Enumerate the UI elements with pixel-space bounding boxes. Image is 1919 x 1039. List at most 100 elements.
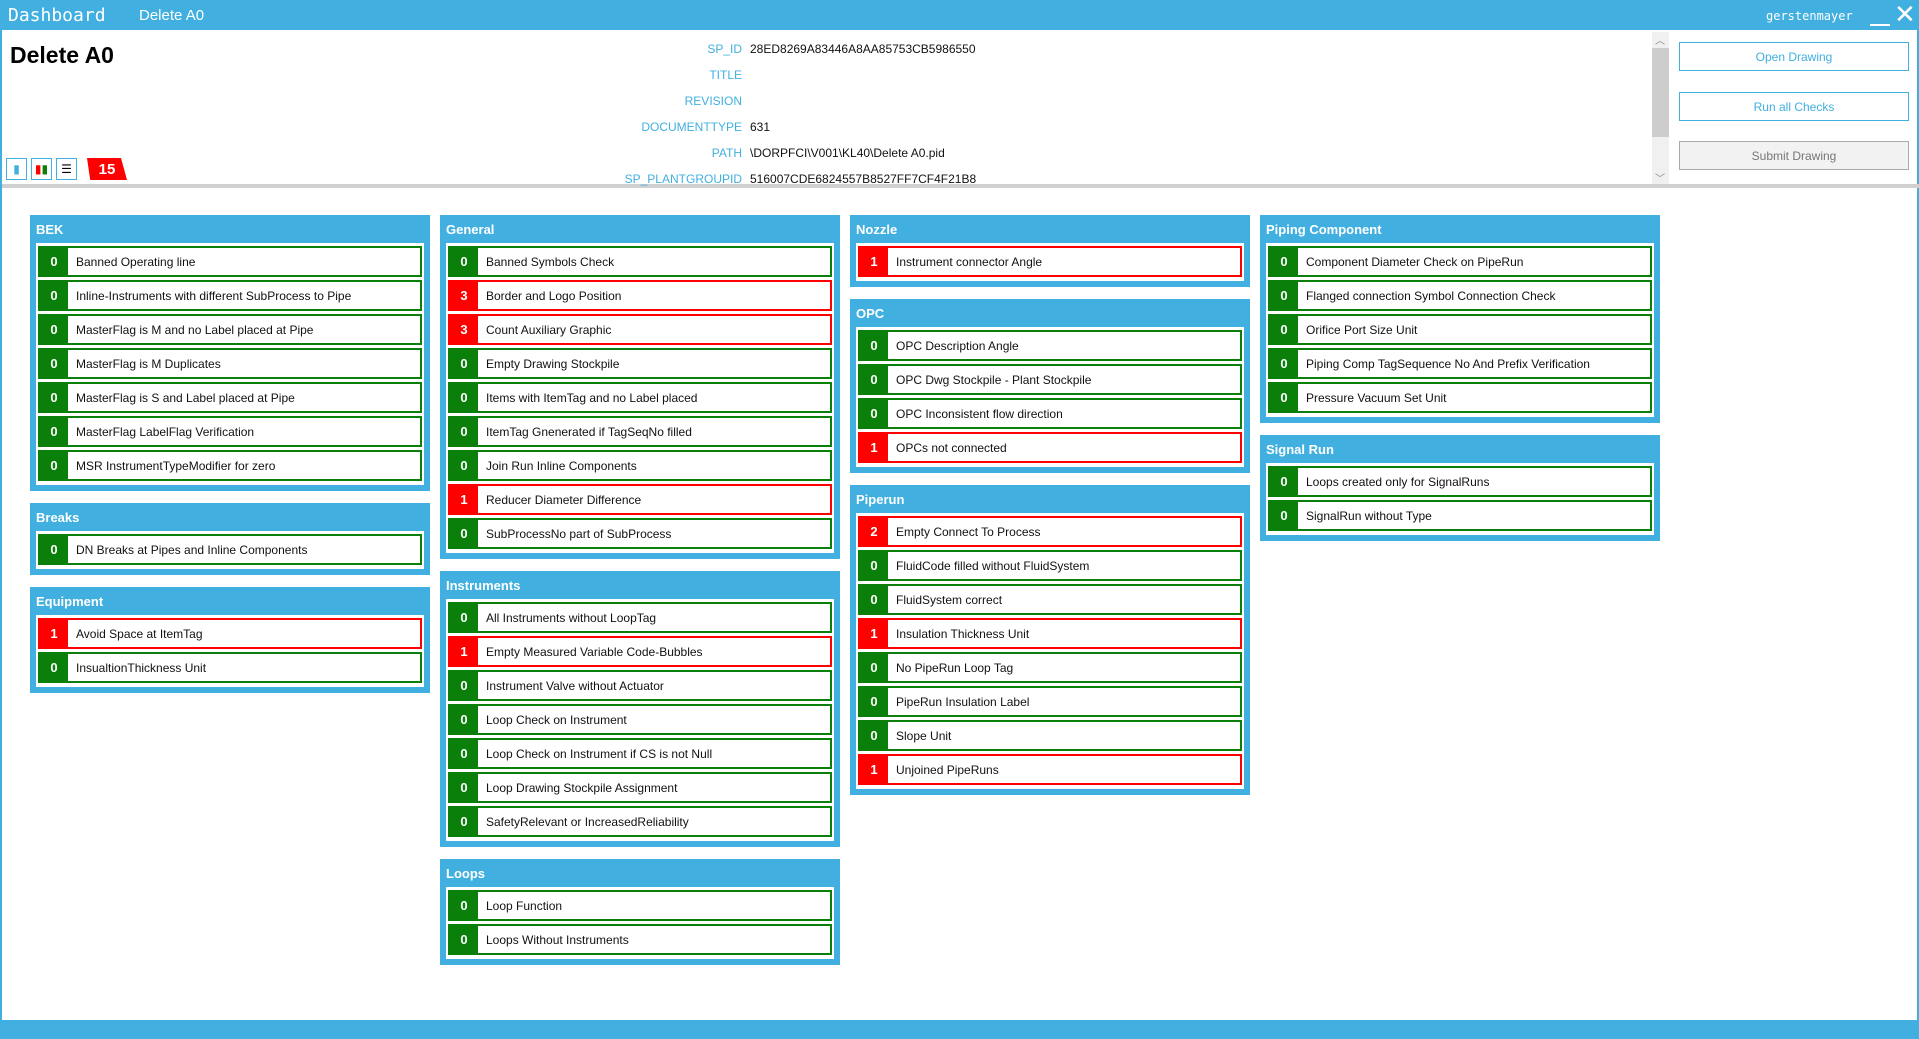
check-item[interactable]: 0 Inline-Instruments with different SubPr… <box>38 280 422 311</box>
check-item[interactable]: 0 OPC Description Angle <box>858 330 1242 361</box>
open-drawing-button[interactable]: Open Drawing <box>1679 42 1909 71</box>
check-item[interactable]: 1 OPCs not connected <box>858 432 1242 463</box>
check-item[interactable]: 0 Join Run Inline Components <box>448 450 832 481</box>
properties-scrollbar[interactable]: ︿ ﹀ <box>1652 32 1669 185</box>
check-label: Insulation Thickness Unit <box>896 626 1030 641</box>
check-item[interactable]: 0 ItemTag Gnenerated if TagSeqNo filled <box>448 416 832 447</box>
check-label: Avoid Space at ItemTag <box>76 626 203 641</box>
scroll-thumb[interactable] <box>1652 48 1669 137</box>
check-item[interactable]: 0 Orifice Port Size Unit <box>1268 314 1652 345</box>
check-count-badge: 3 <box>450 282 478 309</box>
check-item[interactable]: 0 Loop Check on Instrument if CS is not N… <box>448 738 832 769</box>
check-item[interactable]: 2 Empty Connect To Process <box>858 516 1242 547</box>
check-item[interactable]: 1 Avoid Space at ItemTag <box>38 618 422 649</box>
check-count-badge: 0 <box>860 552 888 579</box>
property-value: 631 <box>750 120 771 134</box>
check-item[interactable]: 1 Instrument connector Angle <box>858 246 1242 277</box>
status-view-icon[interactable]: ▮ ▮ <box>31 158 52 180</box>
check-count-badge: 0 <box>1270 316 1298 343</box>
check-item[interactable]: 0 Flanged connection Symbol Connection Ch… <box>1268 280 1652 311</box>
check-column: Nozzle 1 Instrument connector Angle OPC 0 OPC… <box>850 215 1250 795</box>
check-item[interactable]: 3 Count Auxiliary Graphic <box>448 314 832 345</box>
check-label: Reducer Diameter Difference <box>486 492 642 507</box>
check-label: All Instruments without LoopTag <box>486 610 657 625</box>
check-label: Pressure Vacuum Set Unit <box>1306 390 1447 405</box>
check-item[interactable]: 0 MasterFlag is M and no Label placed at … <box>38 314 422 345</box>
check-item[interactable]: 1 Reducer Diameter Difference <box>448 484 832 515</box>
check-item[interactable]: 0 Loops created only for SignalRuns <box>1268 466 1652 497</box>
check-label: Loops Without Instruments <box>486 932 629 947</box>
check-item[interactable]: 0 Piping Comp TagSequence No And Prefix V… <box>1268 348 1652 379</box>
column-view-icon[interactable]: ▮ <box>6 158 27 180</box>
check-count-badge: 0 <box>40 350 68 377</box>
check-count-badge: 0 <box>860 366 888 393</box>
close-icon[interactable]: ✕ <box>1894 0 1916 29</box>
check-count-badge: 0 <box>1270 282 1298 309</box>
check-item[interactable]: 0 FluidSystem correct <box>858 584 1242 615</box>
check-label: Banned Operating line <box>76 254 196 269</box>
check-item[interactable]: 0 MSR InstrumentTypeModifier for zero <box>38 450 422 481</box>
check-item[interactable]: 0 PipeRun Insulation Label <box>858 686 1242 717</box>
check-label: Slope Unit <box>896 728 952 743</box>
check-item[interactable]: 3 Border and Logo Position <box>448 280 832 311</box>
check-item[interactable]: 0 Instrument Valve without Actuator <box>448 670 832 701</box>
check-item[interactable]: 0 Slope Unit <box>858 720 1242 751</box>
check-item[interactable]: 0 Loop Function <box>448 890 832 921</box>
panel-title: Nozzle <box>856 222 898 237</box>
minimize-button[interactable] <box>1870 6 1890 26</box>
check-label: Instrument Valve without Actuator <box>486 678 664 693</box>
check-item[interactable]: 0 Loop Check on Instrument <box>448 704 832 735</box>
check-count-badge: 1 <box>860 620 888 647</box>
check-label: Count Auxiliary Graphic <box>486 322 612 337</box>
check-count-badge: 0 <box>450 706 478 733</box>
check-count-badge: 1 <box>40 620 68 647</box>
check-count-badge: 0 <box>40 654 68 681</box>
check-item[interactable]: 0 SafetyRelevant or IncreasedReliability <box>448 806 832 837</box>
check-count-badge: 0 <box>1270 248 1298 275</box>
check-item[interactable]: 0 FluidCode filled without FluidSystem <box>858 550 1242 581</box>
check-label: OPC Dwg Stockpile - Plant Stockpile <box>896 372 1092 387</box>
check-count-badge: 0 <box>860 332 888 359</box>
check-count-badge: 0 <box>860 586 888 613</box>
submit-drawing-button[interactable]: Submit Drawing <box>1679 141 1909 170</box>
check-item[interactable]: 0 No PipeRun Loop Tag <box>858 652 1242 683</box>
check-item[interactable]: 0 DN Breaks at Pipes and Inline Component… <box>38 534 422 565</box>
check-item[interactable]: 0 Loops Without Instruments <box>448 924 832 955</box>
check-item[interactable]: 1 Insulation Thickness Unit <box>858 618 1242 649</box>
check-item[interactable]: 0 All Instruments without LoopTag <box>448 602 832 633</box>
check-item[interactable]: 0 SignalRun without Type <box>1268 500 1652 531</box>
check-item[interactable]: 0 Empty Drawing Stockpile <box>448 348 832 379</box>
check-count-badge: 0 <box>40 282 68 309</box>
check-item[interactable]: 0 OPC Inconsistent flow direction <box>858 398 1242 429</box>
check-item[interactable]: 0 Banned Operating line <box>38 246 422 277</box>
check-item[interactable]: 1 Unjoined PipeRuns <box>858 754 1242 785</box>
check-item[interactable]: 0 Pressure Vacuum Set Unit <box>1268 382 1652 413</box>
scroll-down-icon[interactable]: ﹀ <box>1655 174 1665 185</box>
check-item[interactable]: 0 MasterFlag is S and Label placed at Pip… <box>38 382 422 413</box>
check-count-badge: 0 <box>450 808 478 835</box>
scroll-up-icon[interactable]: ︿ <box>1655 36 1665 47</box>
check-item[interactable]: 1 Empty Measured Variable Code-Bubbles <box>448 636 832 667</box>
check-item[interactable]: 0 Component Diameter Check on PipeRun <box>1268 246 1652 277</box>
check-label: Join Run Inline Components <box>486 458 637 473</box>
panel-title: Piping Component <box>1266 222 1382 237</box>
check-count-badge: 0 <box>860 722 888 749</box>
check-item[interactable]: 0 Loop Drawing Stockpile Assignment <box>448 772 832 803</box>
check-item[interactable]: 0 InsualtionThickness Unit <box>38 652 422 683</box>
check-label: Component Diameter Check on PipeRun <box>1306 254 1524 269</box>
list-view-icon[interactable]: ☰ <box>56 158 77 180</box>
check-item[interactable]: 0 OPC Dwg Stockpile - Plant Stockpile <box>858 364 1242 395</box>
check-item[interactable]: 0 MasterFlag LabelFlag Verification <box>38 416 422 447</box>
panel-title: OPC <box>856 306 885 321</box>
error-count-badge: 15 <box>87 158 127 180</box>
run-all-checks-button[interactable]: Run all Checks <box>1679 92 1909 121</box>
app-title[interactable]: Dashboard <box>8 5 106 26</box>
check-item[interactable]: 0 Banned Symbols Check <box>448 246 832 277</box>
check-item[interactable]: 0 SubProcessNo part of SubProcess <box>448 518 832 549</box>
panel-title: Equipment <box>36 594 104 609</box>
check-column: General 0 Banned Symbols Check 3 Border and … <box>440 215 840 965</box>
check-item[interactable]: 0 Items with ItemTag and no Label placed <box>448 382 832 413</box>
check-count-badge: 0 <box>450 350 478 377</box>
panel-title: Piperun <box>856 492 905 507</box>
check-item[interactable]: 0 MasterFlag is M Duplicates <box>38 348 422 379</box>
